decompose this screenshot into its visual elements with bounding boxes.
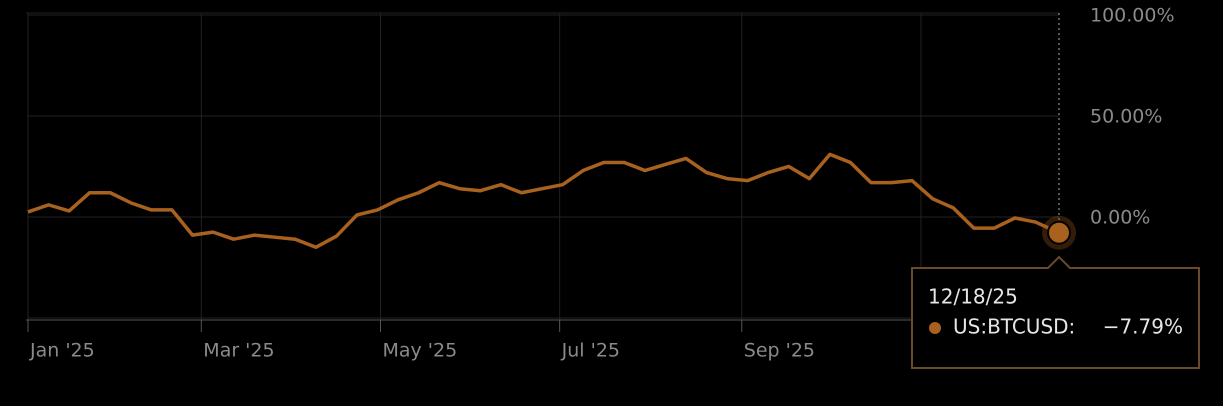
y-tick-label: 100.00% (1090, 5, 1175, 27)
x-tick-label: May '25 (382, 340, 457, 362)
tooltip-value: −7.79% (1103, 315, 1183, 339)
y-tick-label: 50.00% (1090, 105, 1162, 127)
data-line (27, 152, 1060, 250)
hover-point (1047, 220, 1071, 245)
x-tick-label: Sep '25 (744, 340, 815, 362)
x-tick-label: Mar '25 (203, 340, 274, 362)
x-tick-label: Jul '25 (561, 340, 620, 362)
tooltip-box (911, 255, 1200, 369)
x-tick-label: Jan '25 (29, 340, 95, 362)
y-tick-label: 0.00% (1090, 206, 1150, 228)
tooltip-date: 12/18/25 (928, 285, 1018, 309)
tooltip-series: US:BTCUSD: (953, 315, 1075, 339)
tooltip-swatch (929, 322, 941, 334)
